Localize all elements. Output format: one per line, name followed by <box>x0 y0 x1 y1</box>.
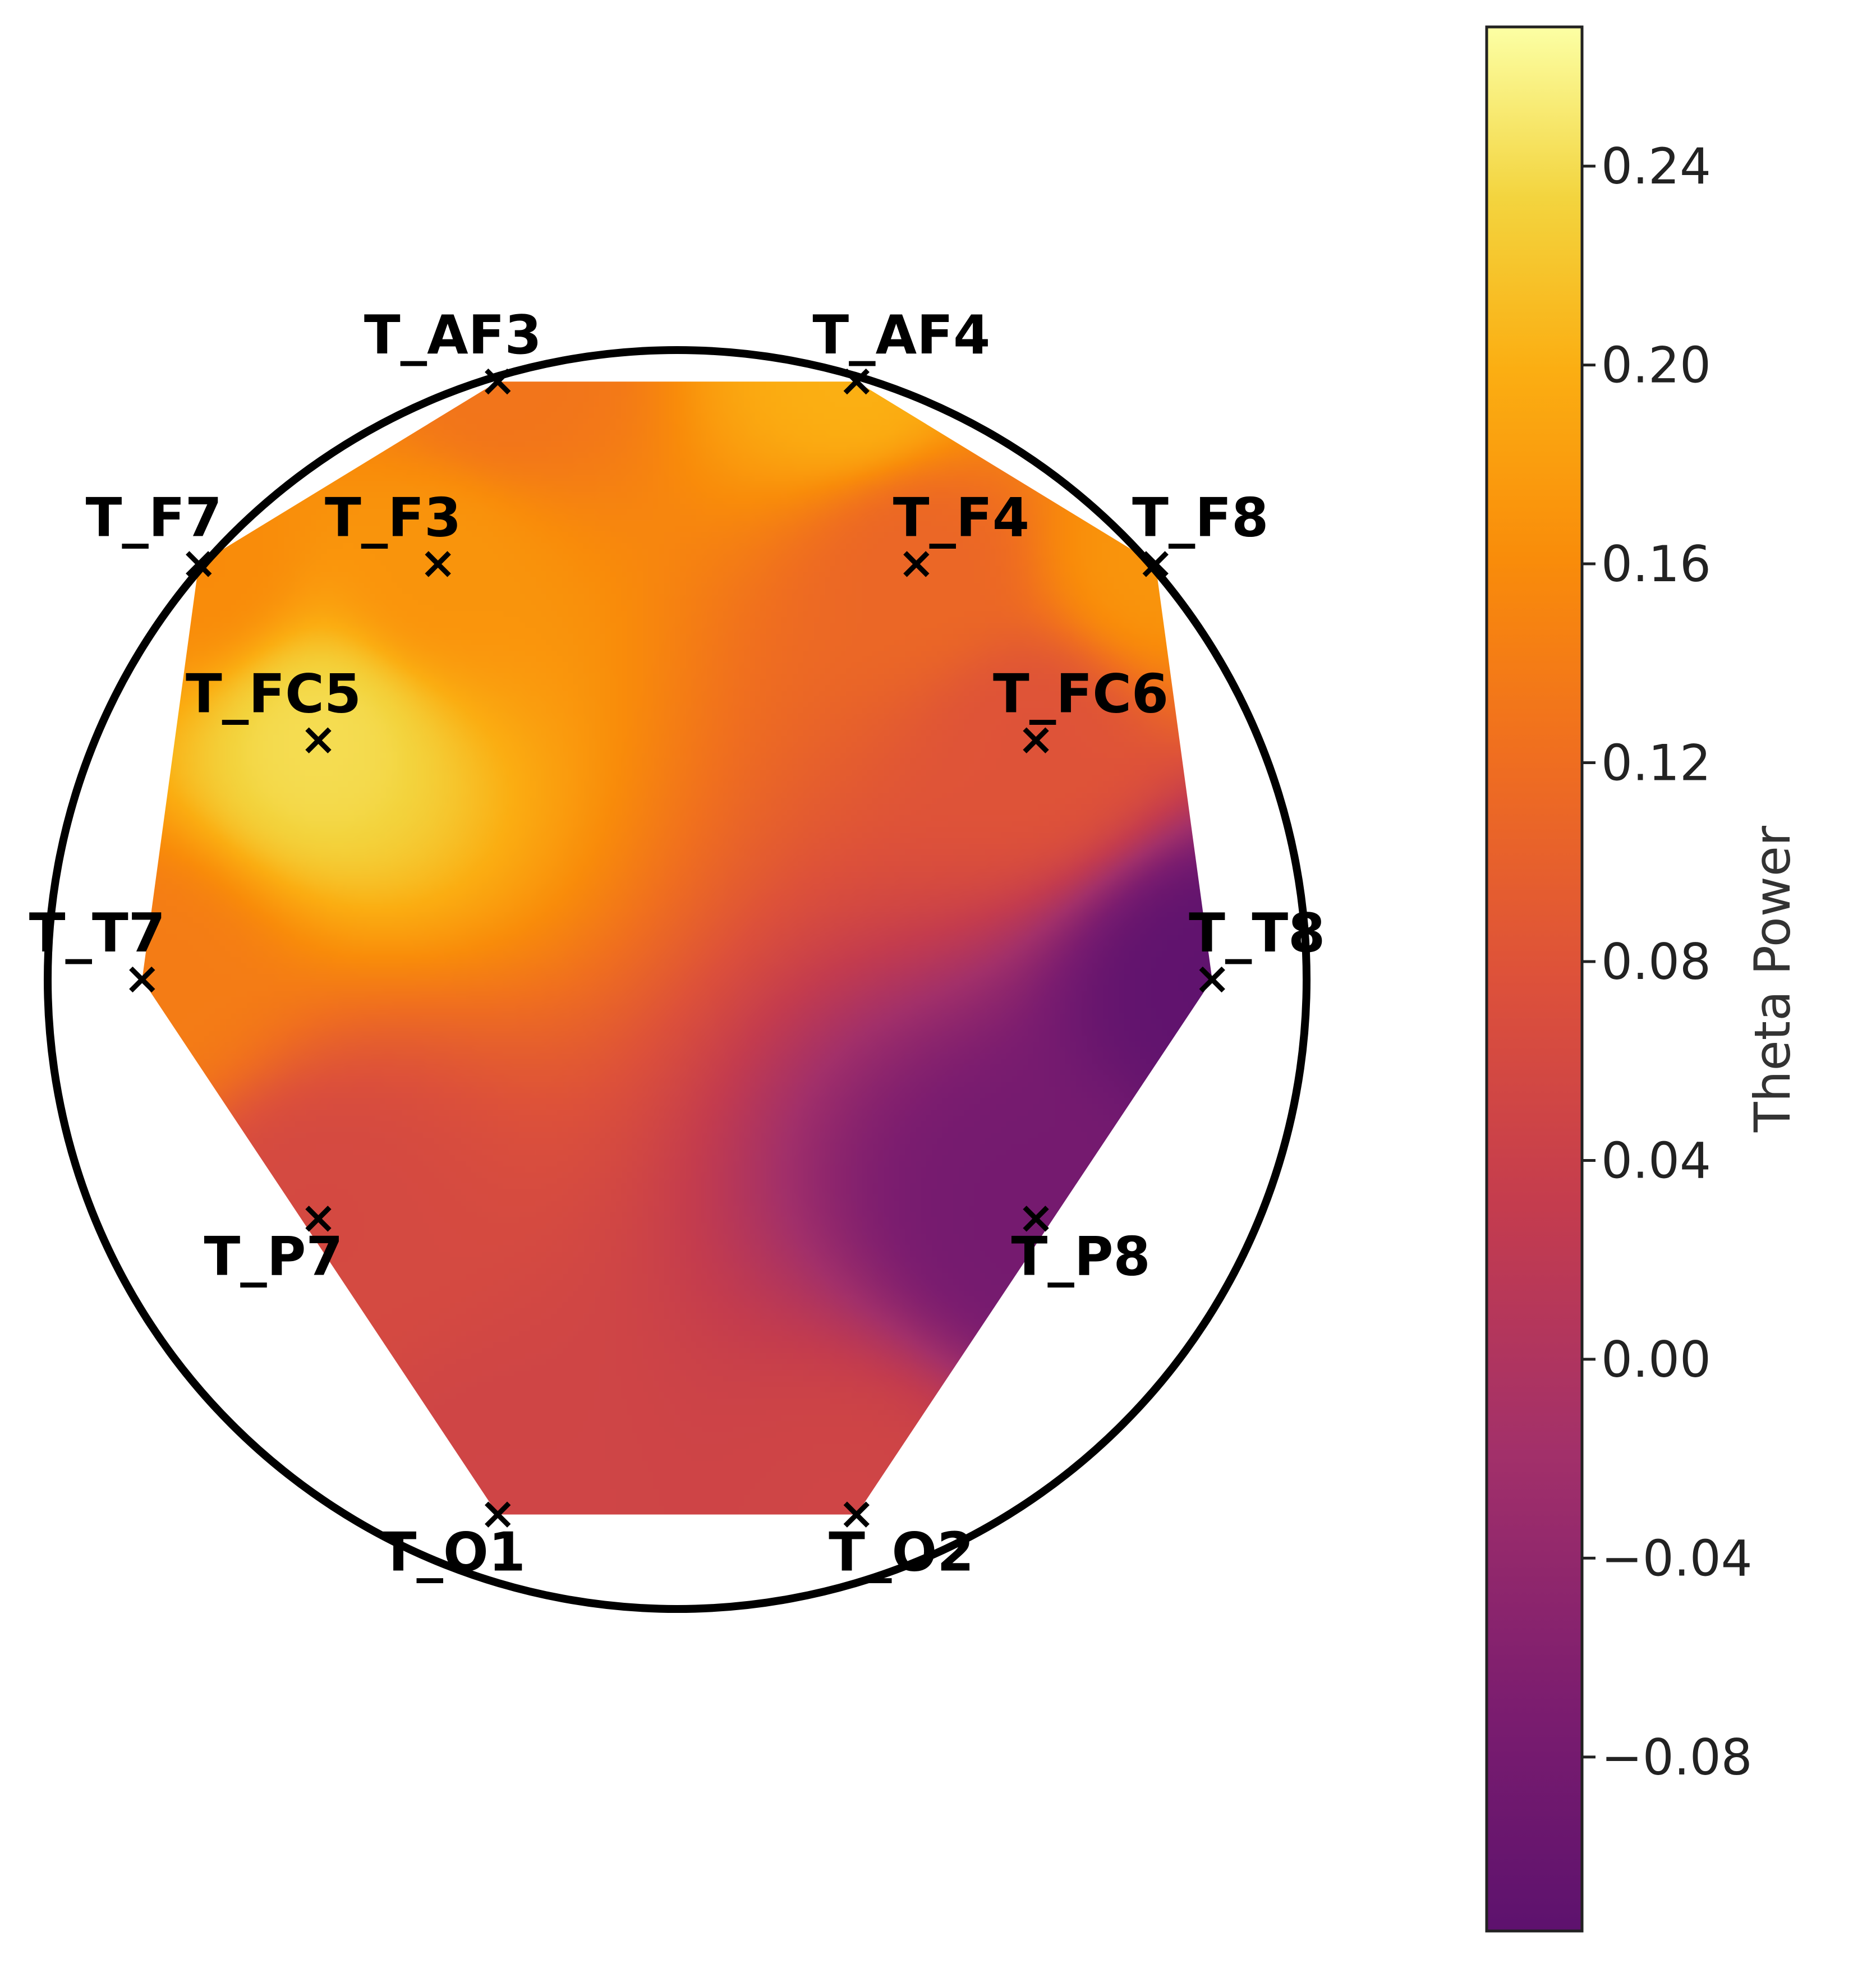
electrode-label: T_FC5 <box>186 664 361 725</box>
electrode-label: T_T8 <box>1189 903 1325 964</box>
electrode-marker-stroke <box>1142 551 1169 577</box>
electrode-label: T_O1 <box>380 1522 526 1584</box>
electrode-marker <box>129 966 155 993</box>
electrode-label: T_F7 <box>86 487 222 549</box>
electrode-marker-stroke <box>903 551 930 577</box>
electrode-marker <box>1023 727 1049 753</box>
colorbar-label: Theta Power <box>1744 825 1801 1133</box>
colorbar-tick-label: 0.08 <box>1601 933 1711 991</box>
colorbar-gradient <box>1485 25 1584 1933</box>
colorbar-tick-label: 0.00 <box>1601 1331 1711 1389</box>
electrode-marker-stroke <box>1199 966 1225 993</box>
electrode-marker <box>485 368 511 395</box>
electrode-marker <box>1142 551 1169 577</box>
electrode-marker <box>843 368 870 395</box>
electrode-marker-stroke <box>1023 727 1049 753</box>
electrode-marker-stroke <box>843 1501 870 1528</box>
electrode-label: T_P8 <box>1011 1226 1151 1288</box>
head-outline <box>44 346 1311 1613</box>
colorbar-tick-label: 0.24 <box>1601 137 1711 195</box>
electrode-label: T_F3 <box>325 487 461 549</box>
colorbar-tick-label: 0.04 <box>1601 1132 1711 1189</box>
electrode-marker-stroke <box>485 1501 511 1528</box>
electrode-marker-stroke <box>305 1206 332 1232</box>
electrode-marker-stroke <box>305 727 332 753</box>
electrode-layer: T_AF3 T_AF4 T_F7 T_F3 T_F4 T_F8 T_FC5 T_FC6 T_T7… <box>29 305 1326 1584</box>
electrode-marker-stroke <box>1023 1206 1049 1232</box>
electrode-marker-stroke <box>186 551 212 577</box>
electrode-label: T_T7 <box>29 903 165 964</box>
electrode-label: T_F4 <box>893 487 1029 549</box>
topomap-surface <box>142 381 1212 1515</box>
electrode-marker-stroke <box>843 368 870 395</box>
electrode-marker-stroke <box>425 551 451 577</box>
colorbar-tick-label: −0.08 <box>1601 1728 1753 1786</box>
electrode-marker <box>485 1501 511 1528</box>
colorbar: 0.24 0.20 0.16 0.12 0.08 0.04 0.00 −0.04 −0.08 T… <box>1485 25 1801 1933</box>
colorbar-tick-label: −0.04 <box>1601 1529 1753 1587</box>
electrode-marker <box>843 1501 870 1528</box>
electrode-marker-stroke <box>129 966 155 993</box>
electrode-marker <box>1199 966 1225 993</box>
electrode-label: T_P7 <box>204 1226 343 1288</box>
colorbar-ticks: 0.24 0.20 0.16 0.12 0.08 0.04 0.00 −0.04 −0.08 <box>1582 137 1753 1786</box>
electrode-marker <box>1023 1206 1049 1232</box>
theta-power-heatmap <box>142 381 1212 1515</box>
electrode-marker <box>305 1206 332 1232</box>
electrode-marker <box>186 551 212 577</box>
electrode-label: T_F8 <box>1132 487 1268 549</box>
electrode-label: T_AF3 <box>364 305 542 366</box>
electrode-marker-stroke <box>485 368 511 395</box>
colorbar-tick-label: 0.12 <box>1601 734 1711 792</box>
electrode-label: T_FC6 <box>993 664 1169 725</box>
electrode-label: T_AF4 <box>812 305 990 366</box>
electrode-label: T_O2 <box>829 1522 974 1584</box>
electrode-marker <box>425 551 451 577</box>
colorbar-tick-label: 0.16 <box>1601 535 1711 593</box>
electrode-marker <box>903 551 930 577</box>
colorbar-tick-label: 0.20 <box>1601 337 1711 394</box>
electrode-marker <box>305 727 332 753</box>
